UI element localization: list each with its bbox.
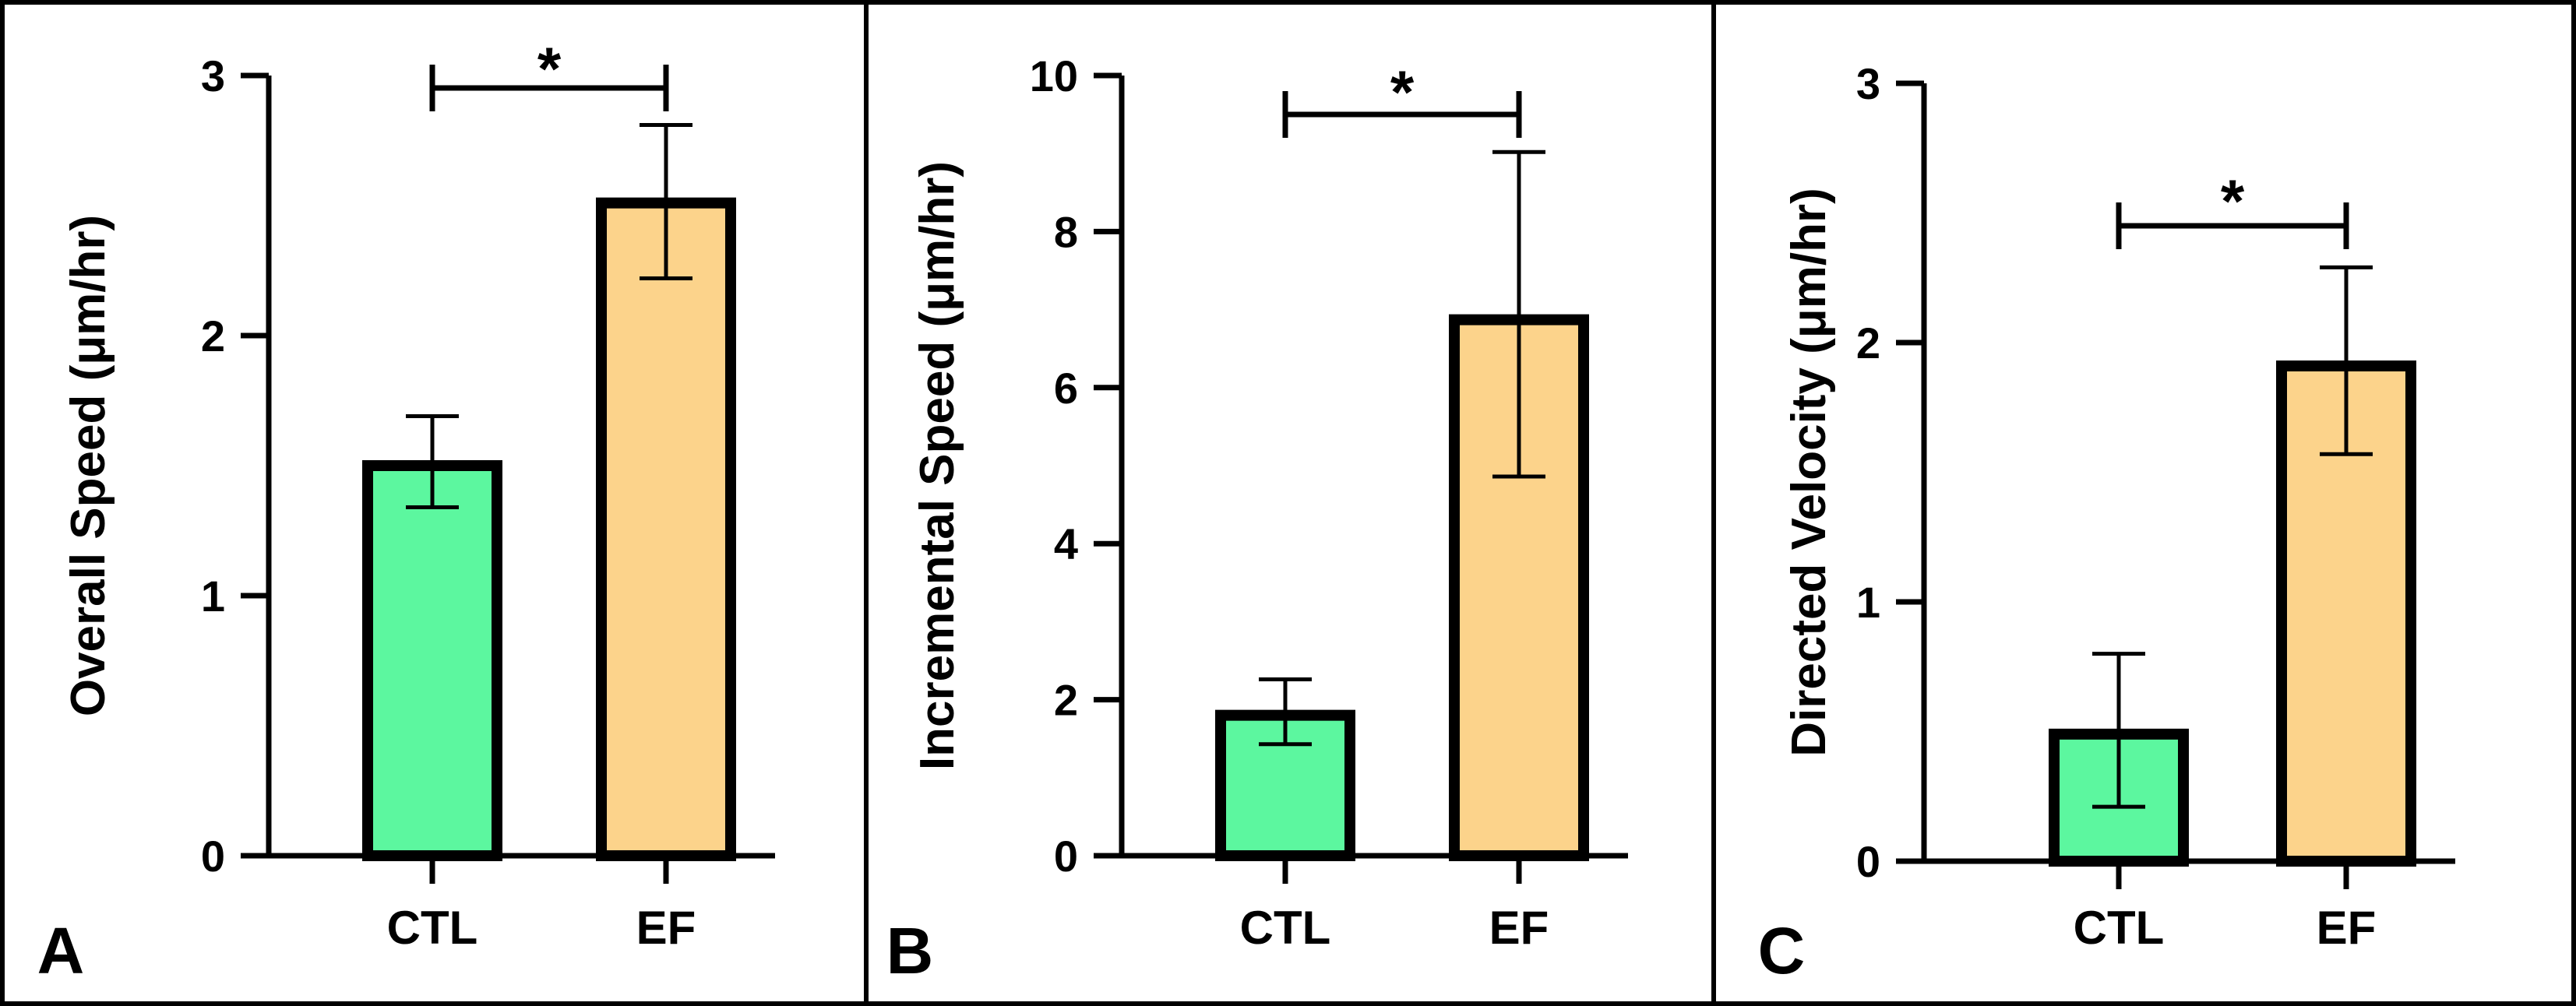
- x-category-label: CTL: [1240, 902, 1331, 954]
- chart-panel-c: 0 1 2 3 CTL EF * Directed Velocity (μm/hr) C: [1711, 0, 2576, 1006]
- chart-panel-b: 0 2 4 6 8 10 CTL EF * Incremental Speed (μm/hr) B: [864, 0, 1716, 1006]
- x-category-label: CTL: [2074, 902, 2165, 954]
- y-tick-label: 0: [1856, 837, 1880, 886]
- y-tick-label: 4: [1054, 519, 1078, 568]
- y-tick-label: 0: [201, 832, 225, 881]
- y-tick-label: 2: [1856, 318, 1880, 368]
- y-axis-label: Overall Speed (μm/hr): [62, 215, 115, 716]
- y-tick-label: 6: [1054, 364, 1078, 413]
- y-tick-label: 0: [1054, 832, 1078, 881]
- significance-star: *: [1390, 58, 1415, 126]
- panel-letter: C: [1758, 914, 1806, 987]
- y-tick-label: 1: [201, 572, 225, 621]
- y-tick-label: 8: [1054, 207, 1078, 256]
- y-axis-label: Directed Velocity (μm/hr): [1782, 188, 1836, 756]
- y-tick-label: 2: [201, 311, 225, 361]
- panel-letter: B: [886, 914, 934, 987]
- x-category-label: EF: [1489, 902, 1549, 954]
- x-category-label: EF: [636, 902, 696, 954]
- x-category-label: EF: [2317, 902, 2377, 954]
- significance-star: *: [537, 34, 562, 103]
- y-tick-label: 3: [1856, 59, 1880, 108]
- y-tick-label: 3: [201, 51, 225, 100]
- significance-star: *: [2221, 167, 2245, 235]
- y-axis-label: Incremental Speed (μm/hr): [911, 161, 964, 770]
- y-tick-label: 1: [1856, 578, 1880, 627]
- x-category-label: CTL: [387, 902, 478, 954]
- y-tick-label: 2: [1054, 676, 1078, 725]
- bar-ef: [596, 197, 736, 862]
- chart-panel-a: 0 1 2 3 CTL EF * Overall Speed (μm/hr) A: [0, 0, 869, 1006]
- y-tick-label: 10: [1030, 51, 1078, 100]
- panel-letter: A: [37, 914, 85, 987]
- bar-ctl: [362, 460, 502, 861]
